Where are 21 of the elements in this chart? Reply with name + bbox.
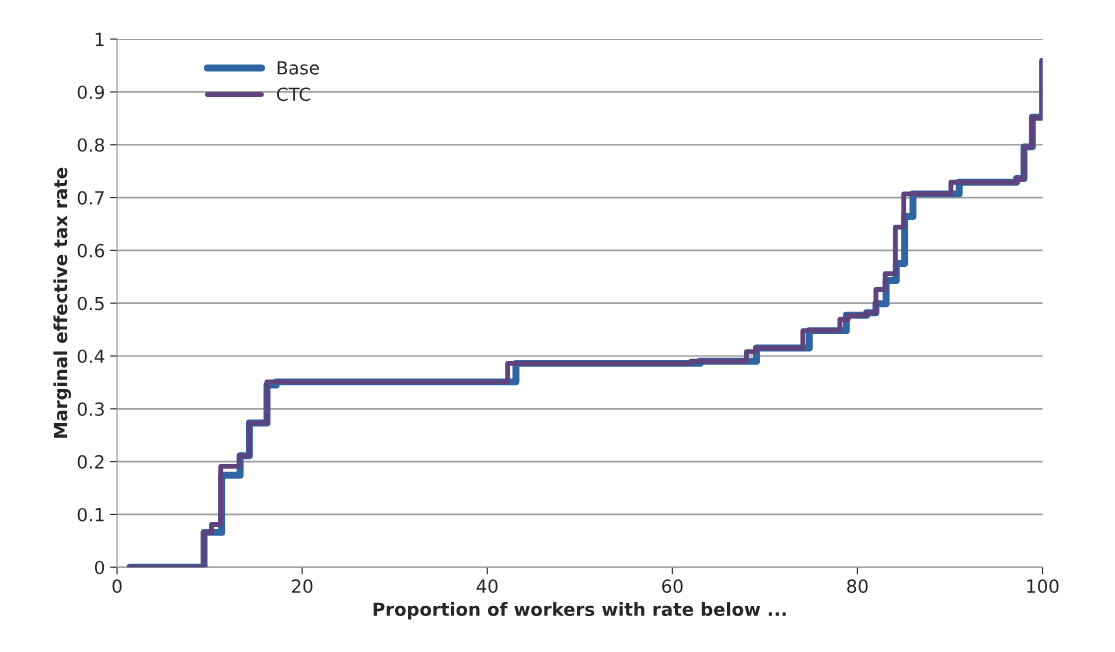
y-tick-label: 0.2 <box>77 455 104 469</box>
x-axis-title: Proportion of workers with rate below ... <box>373 602 786 620</box>
y-tick-label: 0.7 <box>77 191 104 205</box>
x-tick-label: 40 <box>476 579 498 594</box>
y-axis-title: Marginal effective tax rate <box>53 167 71 438</box>
x-tick-label: 100 <box>1027 579 1059 594</box>
x-tick-label: 80 <box>847 579 868 594</box>
x-tick-label: 60 <box>662 579 683 594</box>
y-tick-label: 0.8 <box>77 138 105 152</box>
y-tick-label: 0.1 <box>77 507 104 522</box>
legend-label: Base <box>277 61 319 75</box>
y-tick-label: 0.4 <box>77 349 105 364</box>
y-tick-label: 0.5 <box>77 296 104 311</box>
x-tick-label: 0 <box>112 579 122 594</box>
y-tick-label: 0.9 <box>77 85 104 100</box>
x-tick-label: 20 <box>292 579 313 594</box>
y-tick-label: 1 <box>95 32 104 46</box>
y-tick-label: 0.3 <box>77 402 104 416</box>
y-tick-label: 0 <box>94 560 105 575</box>
legend-label: CTC <box>276 87 311 102</box>
y-tick-label: 0.6 <box>77 243 105 258</box>
